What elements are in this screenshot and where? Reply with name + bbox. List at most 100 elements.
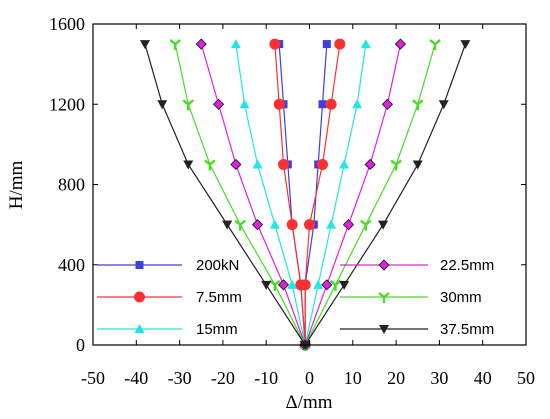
marker-triangle-up	[269, 219, 280, 229]
series-37-5mm	[139, 40, 471, 350]
series-line-left	[274, 44, 306, 346]
marker-triangle-down	[339, 280, 350, 290]
y-tick-label: 1600	[49, 14, 85, 34]
marker-tri-star	[378, 292, 390, 303]
y-tick-label: 1200	[49, 94, 85, 114]
marker-circle	[273, 98, 285, 110]
x-tick-label: -50	[81, 368, 105, 388]
marker-diamond	[364, 158, 376, 171]
marker-triangle-down	[183, 160, 194, 170]
axes: -50 -40 -30 -20 -10 0 10 20 30 40 50 0 400 800 1200 160…	[49, 14, 535, 388]
marker-circle	[316, 158, 328, 170]
x-tick-label: -20	[211, 368, 235, 388]
series-line-left	[144, 43, 306, 346]
y-axis-title: H/mm	[6, 161, 27, 210]
marker-diamond	[251, 219, 264, 231]
x-tick-label: 40	[474, 368, 492, 388]
marker-triangle-down	[222, 220, 233, 230]
marker-triangle-up	[287, 279, 298, 289]
marker-circle	[304, 219, 315, 231]
marker-tri-star	[329, 279, 342, 291]
marker-diamond	[277, 279, 290, 291]
marker-triangle-up	[252, 159, 263, 169]
marker-square	[318, 100, 327, 109]
marker-tri-star	[429, 39, 441, 51]
marker-circle	[134, 291, 145, 303]
marker-tri-star	[269, 279, 281, 291]
marker-triangle-down	[157, 100, 168, 110]
marker-circle	[286, 219, 298, 231]
x-tick-label: -30	[168, 368, 192, 388]
marker-triangle-down	[378, 220, 389, 230]
series-line-right	[304, 43, 466, 346]
marker-tri-star	[360, 219, 372, 231]
series-7-5mm	[269, 38, 346, 351]
series-22-5mm	[195, 38, 406, 351]
x-tick-label: -40	[124, 368, 148, 388]
marker-triangle-down	[139, 40, 150, 50]
series-line-right	[304, 43, 436, 346]
marker-diamond	[381, 98, 394, 110]
legend-entry: 30mm	[340, 289, 482, 306]
marker-triangle-up	[360, 39, 371, 49]
marker-tri-star	[182, 99, 195, 111]
marker-triangle-down	[379, 325, 389, 334]
legend-entry: 22.5mm	[340, 257, 494, 274]
plot-area	[139, 38, 471, 351]
legend-entry: 15mm	[97, 321, 238, 338]
marker-triangle-up	[326, 219, 337, 229]
marker-triangle-up	[339, 159, 350, 169]
legend-label: 15mm	[196, 321, 238, 338]
marker-square	[135, 261, 144, 269]
marker-circle	[334, 38, 346, 50]
x-tick-label: 20	[387, 368, 405, 388]
series-30mm	[169, 39, 441, 351]
legend-entry: 7.5mm	[97, 289, 242, 306]
marker-circle	[299, 279, 311, 291]
legend-label: 22.5mm	[440, 257, 494, 274]
legend: 200kN 7.5mm 15mm 22.5mm 30mm 37.5mm	[97, 257, 494, 338]
marker-triangle-up	[230, 39, 241, 49]
marker-square	[322, 40, 331, 49]
marker-triangle-down	[261, 280, 272, 290]
x-tick-label: 30	[430, 368, 448, 388]
legend-label: 37.5mm	[440, 321, 494, 338]
y-tick-label: 0	[76, 335, 85, 355]
marker-diamond	[213, 98, 225, 110]
marker-tri-star	[204, 159, 216, 171]
marker-diamond	[394, 38, 406, 50]
marker-tri-star	[169, 39, 182, 51]
series-15mm	[230, 39, 371, 349]
series-line-left	[235, 43, 306, 346]
x-tick-label: 50	[517, 368, 535, 388]
marker-triangle-down	[438, 100, 449, 110]
series-line-left	[174, 43, 306, 346]
marker-diamond	[342, 219, 355, 231]
x-tick-label: 0	[305, 368, 314, 388]
series-line-right	[304, 43, 341, 345]
legend-label: 200kN	[196, 257, 239, 274]
legend-label: 30mm	[440, 289, 482, 306]
marker-triangle-down	[412, 160, 423, 170]
marker-triangle-up	[313, 279, 324, 289]
x-tick-label: -10	[254, 368, 278, 388]
x-axis-title: Δ/mm	[285, 392, 332, 413]
marker-circle	[325, 98, 337, 110]
marker-triangle-down	[460, 40, 471, 50]
y-tick-label: 400	[58, 255, 85, 275]
marker-tri-star	[390, 159, 402, 171]
y-tick-label: 800	[58, 175, 85, 195]
series-line-right	[304, 43, 367, 346]
marker-diamond	[195, 38, 207, 50]
marker-diamond	[378, 259, 390, 271]
marker-triangle-up	[352, 99, 363, 109]
marker-circle	[278, 158, 290, 170]
marker-triangle-up	[134, 324, 145, 333]
marker-tri-star	[412, 99, 424, 111]
marker-triangle-up	[239, 99, 250, 109]
legend-entry: 37.5mm	[340, 321, 494, 338]
marker-tri-star	[234, 219, 246, 231]
legend-label: 7.5mm	[196, 289, 242, 306]
marker-diamond	[321, 279, 333, 291]
